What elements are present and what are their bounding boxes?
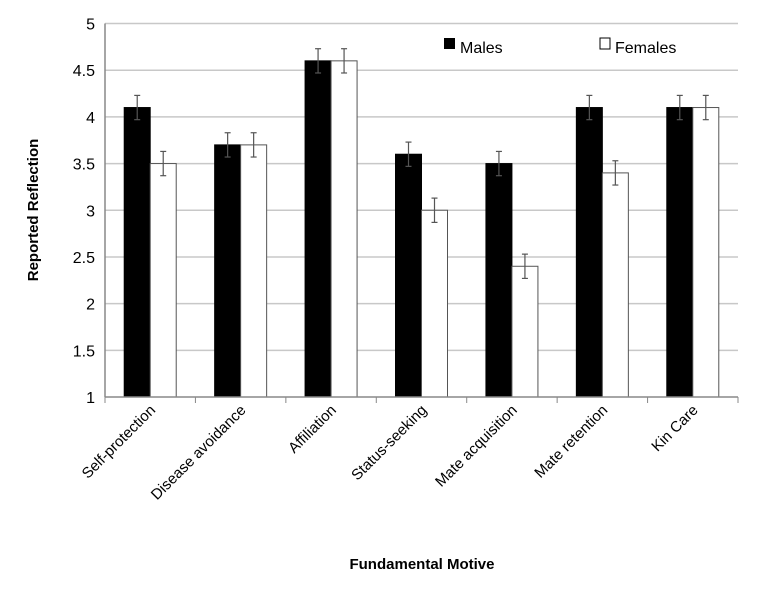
legend-label-males: Males xyxy=(460,40,503,57)
y-tick-label: 4 xyxy=(86,110,95,127)
x-axis-title: Fundamental Motive xyxy=(349,556,494,573)
bar-females xyxy=(149,163,177,398)
x-tick-label: Disease avoidance xyxy=(148,402,250,504)
x-tick-label: Mate retention xyxy=(531,402,611,482)
y-tick-labels: 1 1.5 2 2.5 3 3.5 4 4.5 5 xyxy=(73,17,95,408)
y-tick-label: 2 xyxy=(86,297,95,314)
x-tick-label: Mate acquisition xyxy=(432,402,521,491)
bar-females xyxy=(692,107,720,398)
y-tick-label: 3.5 xyxy=(73,157,95,174)
y-tick-label: 1.5 xyxy=(73,343,95,360)
y-tick-label: 2.5 xyxy=(73,250,95,267)
legend: Males Females xyxy=(444,37,676,57)
bar-females xyxy=(240,144,268,398)
y-tick-label: 4.5 xyxy=(73,63,95,80)
y-tick-label: 5 xyxy=(86,17,95,34)
y-tick-label: 3 xyxy=(86,203,95,220)
x-tick-label: Affiliation xyxy=(285,402,340,457)
legend-label-females: Females xyxy=(615,40,676,57)
bar-males xyxy=(214,144,242,398)
x-tick-label: Kin Care xyxy=(648,402,701,455)
bar-males xyxy=(395,153,422,398)
x-tick-label: Self-protection xyxy=(79,402,159,482)
y-axis-title: Reported Reflection xyxy=(25,139,42,282)
bar-males xyxy=(575,107,603,398)
legend-swatch-males xyxy=(444,38,455,49)
bar-males xyxy=(666,107,694,398)
legend-swatch-females xyxy=(599,37,611,50)
bar-females xyxy=(330,60,358,398)
bar-females xyxy=(511,265,539,398)
bar-females xyxy=(421,209,448,398)
axes xyxy=(104,23,739,403)
bar-males xyxy=(304,60,332,398)
bars xyxy=(123,48,720,398)
bar-males xyxy=(485,163,513,398)
bar-females xyxy=(601,172,629,398)
bar-males xyxy=(123,107,151,398)
y-tick-label: 1 xyxy=(86,390,95,407)
x-tick-label: Status-seeking xyxy=(348,402,430,484)
